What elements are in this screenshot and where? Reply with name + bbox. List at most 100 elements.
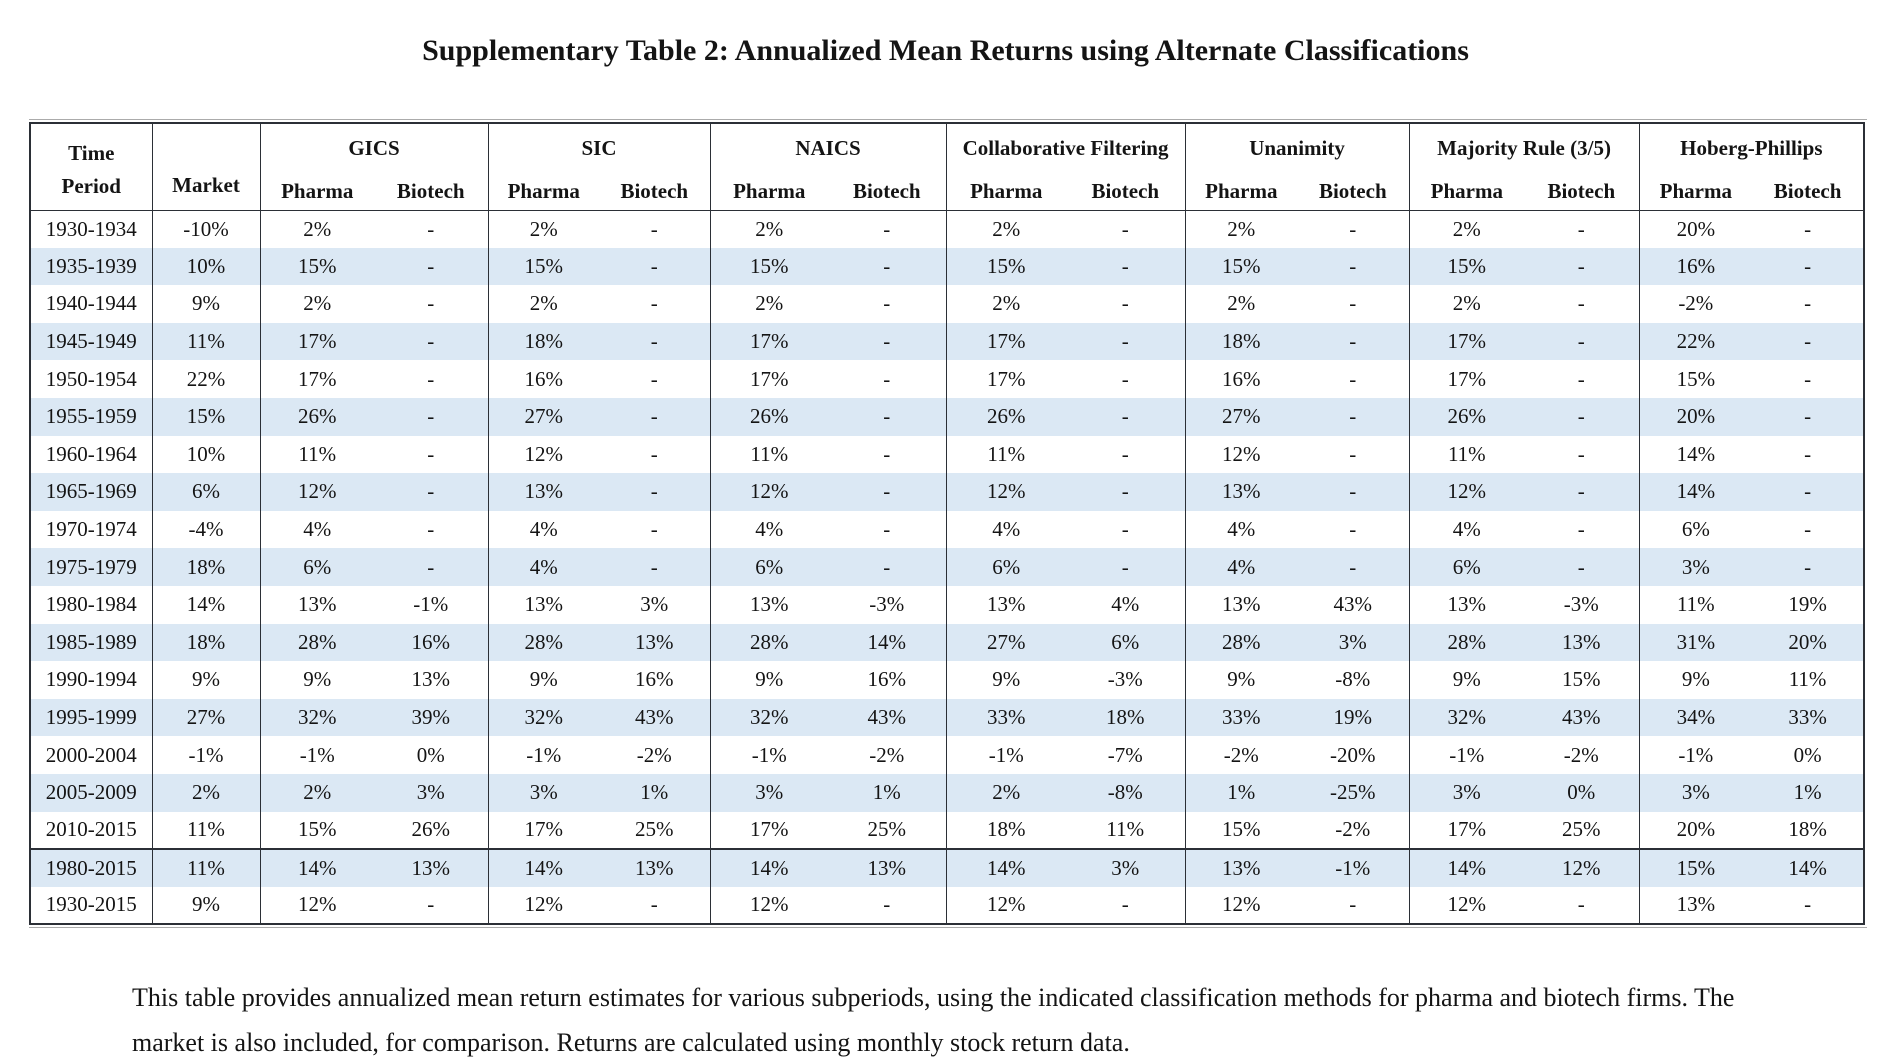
value-cell: 3% — [640, 592, 669, 617]
value-cell: - — [1804, 253, 1812, 278]
value-cell: 17% — [487, 811, 600, 850]
value-cell: 20% — [1638, 811, 1753, 850]
value-cell: 20% — [1788, 629, 1827, 654]
value-cell: -2% — [1638, 285, 1753, 323]
subheader-pharma: Pharma — [1184, 167, 1298, 211]
table-row: 1985-1989 18% 28% 16% 28% 13% 28% 14% 27% 6% 28% 3%… — [30, 623, 1865, 662]
value-cell: - — [427, 329, 435, 354]
period-cell: 2010-2015 — [45, 817, 137, 842]
value-cell: 2% — [1184, 210, 1298, 248]
value-cell: 3% — [1066, 848, 1186, 887]
value-cell: 28% — [1184, 623, 1298, 662]
value-cell: 16% — [635, 667, 674, 692]
value-cell: 17% — [259, 360, 374, 398]
value-cell: 25% — [1562, 817, 1601, 842]
value-cell: 32% — [487, 698, 600, 737]
value-cell: 32% — [259, 698, 374, 737]
period-cell: 1955-1959 — [45, 404, 137, 429]
value-cell: - — [427, 253, 435, 278]
value-cell: - — [1349, 253, 1357, 278]
value-cell: -1% — [413, 592, 449, 617]
table-row: 1980-1984 14% 13% -1% 13% 3% 13% -3% 13% 4% 13% 43%… — [30, 585, 1864, 624]
value-cell: -7% — [1107, 742, 1143, 767]
value-cell: 12% — [1184, 886, 1298, 925]
table-row: 1965-1969 6% 12% -13% -12% -12% -13% -12% -14% - — [30, 473, 1865, 511]
group-header-row: Time Period Market GICS SIC NAICS Collab… — [30, 123, 1865, 211]
value-cell: - — [427, 554, 435, 579]
value-cell: 3% — [487, 773, 600, 812]
value-cell: 4% — [487, 510, 600, 549]
value-cell: 4% — [1184, 548, 1298, 586]
table-container: Time Period Market GICS SIC NAICS Collab… — [29, 119, 1867, 929]
period-cell: 1935-1939 — [45, 253, 137, 278]
value-cell: 26% — [709, 397, 829, 436]
value-cell: -3% — [869, 592, 905, 617]
value-cell: - — [1121, 291, 1129, 316]
value-cell: - — [1121, 216, 1129, 241]
group-header-sic: SIC — [487, 123, 711, 167]
value-cell: 12% — [1524, 848, 1640, 887]
table-row: 1955-1959 15% 26% -27% -26% -26% -27% -26% -20% - — [30, 397, 1865, 436]
group-header-majority-rule: Majority Rule (3/5) — [1408, 123, 1640, 167]
value-cell: - — [883, 253, 891, 278]
value-cell: 11% — [709, 435, 829, 474]
value-cell: 15% — [945, 247, 1067, 286]
value-cell: 14% — [1638, 435, 1753, 474]
value-cell: -2% — [1184, 736, 1298, 774]
value-cell: 9% — [1184, 661, 1298, 699]
value-cell: 18% — [1184, 322, 1298, 361]
value-cell: 6% — [709, 548, 829, 586]
value-cell: - — [1804, 366, 1812, 391]
value-cell: 6% — [151, 473, 260, 511]
returns-table: Time Period Market GICS SIC NAICS Collab… — [29, 122, 1866, 926]
value-cell: 11% — [945, 435, 1067, 474]
value-cell: 13% — [411, 667, 451, 692]
value-cell: 18% — [487, 322, 600, 361]
value-cell: - — [1804, 404, 1812, 429]
value-cell: 9% — [1638, 661, 1753, 699]
value-cell: 18% — [151, 623, 260, 662]
value-cell: 2% — [259, 210, 374, 248]
subheader-biotech: Biotech — [828, 167, 947, 211]
value-cell: 13% — [599, 848, 711, 887]
value-cell: 20% — [1638, 397, 1753, 436]
value-cell: 25% — [867, 817, 907, 842]
value-cell: - — [1577, 216, 1585, 241]
value-cell: 13% — [1184, 585, 1298, 624]
value-cell: - — [1349, 216, 1357, 241]
value-cell: -1% — [1297, 848, 1410, 887]
value-cell: 17% — [709, 360, 829, 398]
value-cell: 1% — [872, 780, 901, 805]
value-cell: 3% — [1638, 773, 1753, 812]
market-header: Market — [151, 123, 260, 211]
table-row: 2005-2009 2% 2% 3% 3% 1% 3% 1% 2% -8% 1% -25% 3% 0% 3%… — [30, 773, 1865, 812]
value-cell: - — [1577, 892, 1585, 917]
value-cell: 13% — [487, 473, 600, 511]
value-cell: 14% — [1638, 473, 1753, 511]
value-cell: -3% — [1107, 667, 1143, 692]
value-cell: 33% — [1184, 698, 1298, 737]
subheader-biotech: Biotech — [1524, 167, 1640, 211]
value-cell: 12% — [709, 473, 829, 511]
value-cell: - — [1121, 366, 1129, 391]
value-cell: 18% — [1106, 705, 1145, 730]
value-cell: 14% — [1752, 848, 1865, 887]
value-cell: 13% — [1408, 585, 1525, 624]
value-cell: - — [883, 517, 891, 542]
value-cell: 28% — [259, 623, 374, 662]
period-cell: 1940-1944 — [45, 291, 137, 316]
value-cell: 4% — [259, 510, 374, 549]
value-cell: - — [1804, 441, 1812, 466]
value-cell: 13% — [1562, 629, 1601, 654]
value-cell: -1% — [1638, 736, 1753, 774]
value-cell: - — [650, 329, 658, 354]
group-header-collaborative-filtering: Collaborative Filtering — [945, 123, 1186, 167]
period-cell: 1960-1964 — [45, 441, 137, 466]
value-cell: 12% — [259, 886, 374, 925]
value-cell: 6% — [1408, 548, 1525, 586]
value-cell: 14% — [945, 848, 1067, 887]
subheader-biotech: Biotech — [1752, 167, 1865, 211]
value-cell: 13% — [709, 585, 829, 624]
value-cell: 11% — [1638, 585, 1753, 624]
value-cell: 15% — [1562, 667, 1601, 692]
